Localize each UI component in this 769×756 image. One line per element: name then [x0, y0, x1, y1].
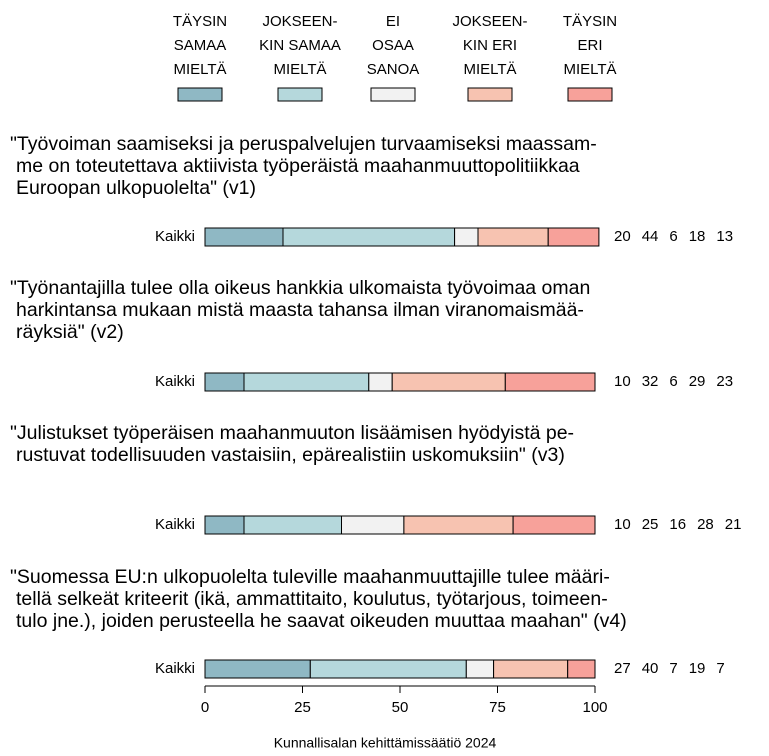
bar-segment — [465, 659, 495, 679]
bar-segment — [368, 372, 393, 392]
value-label: 10 — [614, 373, 631, 390]
question-text: "Julistukset työperäisen maahanmuuton li… — [10, 422, 574, 444]
legend-label: TÄYSIN — [173, 13, 227, 30]
value-label: 16 — [669, 516, 686, 533]
bar-segment — [341, 515, 405, 535]
bar-segment — [391, 372, 506, 392]
x-tick-label: 50 — [392, 699, 409, 716]
question-text: harkintansa mukaan mistä maasta tahansa … — [16, 299, 584, 321]
legend-swatch — [370, 87, 416, 102]
legend-label: MIELTÄ — [563, 61, 616, 78]
legend-label: OSAA — [372, 37, 414, 54]
x-tick-label: 75 — [489, 699, 506, 716]
row-label: Kaikki — [155, 228, 195, 245]
legend-label: EI — [386, 13, 400, 30]
value-label: 40 — [642, 660, 659, 677]
legend-label: KIN ERI — [463, 37, 517, 54]
row-label: Kaikki — [155, 516, 195, 533]
x-tick-label: 25 — [294, 699, 311, 716]
legend-swatch — [467, 87, 513, 102]
question-text: Euroopan ulkopuolelta" (v1) — [16, 177, 256, 199]
value-label: 7 — [716, 660, 724, 677]
value-label: 21 — [725, 516, 742, 533]
value-label: 27 — [614, 660, 631, 677]
bar-segment — [547, 227, 600, 247]
value-label: 29 — [689, 373, 706, 390]
bar-segment — [243, 515, 342, 535]
legend-label: MIELTÄ — [463, 61, 516, 78]
value-label: 25 — [642, 516, 659, 533]
bar-segment — [403, 515, 514, 535]
bar-segment — [243, 372, 370, 392]
legend-label: JOKSEEN- — [452, 13, 527, 30]
legend-label: MIELTÄ — [173, 61, 226, 78]
legend-label: JOKSEEN- — [262, 13, 337, 30]
bar-segment — [567, 659, 596, 679]
bar-segment — [282, 227, 456, 247]
question-text: tulo jne.), joiden perusteella he saavat… — [16, 610, 627, 632]
legend-label: ERI — [577, 37, 602, 54]
bar-segment — [512, 515, 596, 535]
bar-segment — [504, 372, 596, 392]
legend-swatch — [567, 87, 613, 102]
legend-label: SANOA — [367, 61, 420, 78]
x-tick-label: 100 — [582, 699, 607, 716]
value-label: 23 — [716, 373, 733, 390]
value-label: 6 — [669, 228, 677, 245]
value-label: 28 — [697, 516, 714, 533]
value-label: 13 — [716, 228, 733, 245]
value-label: 19 — [689, 660, 706, 677]
bar-segment — [493, 659, 569, 679]
question-text: "Työvoiman saamiseksi ja peruspalvelujen… — [10, 133, 597, 155]
legend-swatch — [277, 87, 323, 102]
value-label: 18 — [689, 228, 706, 245]
question-text: räyksiä" (v2) — [16, 321, 124, 343]
value-label: 7 — [669, 660, 677, 677]
bar-segment — [204, 372, 245, 392]
legend-label: MIELTÄ — [273, 61, 326, 78]
question-text: tellä selkeät kriteerit (ikä, ammattitai… — [16, 588, 608, 610]
value-label: 32 — [642, 373, 659, 390]
legend-swatch — [177, 87, 223, 102]
bar-segment — [204, 227, 284, 247]
question-text: rustuvat todellisuuden vastaisiin, epäre… — [16, 444, 565, 466]
bar-segment — [204, 515, 245, 535]
x-tick-label: 0 — [201, 699, 209, 716]
bar-segment — [477, 227, 549, 247]
bar-segment — [204, 659, 311, 679]
legend-label: TÄYSIN — [563, 13, 617, 30]
value-label: 20 — [614, 228, 631, 245]
bar-segment — [454, 227, 479, 247]
question-text: "Suomessa EU:n ulkopuolelta tuleville ma… — [10, 566, 610, 588]
row-label: Kaikki — [155, 660, 195, 677]
row-label: Kaikki — [155, 373, 195, 390]
caption: Kunnallisalan kehittämissäätiö 2024 — [274, 735, 497, 751]
legend-label: SAMAA — [174, 37, 227, 54]
question-text: me on toteutettava aktiivista työperäist… — [16, 155, 580, 177]
question-text: "Työnantajilla tulee olla oikeus hankkia… — [10, 277, 590, 299]
bar-segment — [309, 659, 467, 679]
value-label: 10 — [614, 516, 631, 533]
value-label: 44 — [642, 228, 659, 245]
legend-label: KIN SAMAA — [259, 37, 341, 54]
value-label: 6 — [669, 373, 677, 390]
